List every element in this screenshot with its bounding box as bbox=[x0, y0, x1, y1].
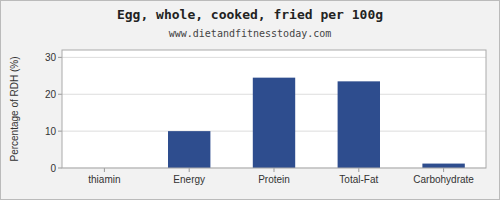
x-tick bbox=[104, 168, 105, 172]
x-tick bbox=[274, 168, 275, 172]
y-tick-label: 20 bbox=[45, 89, 57, 100]
background bbox=[1, 1, 500, 200]
bar bbox=[338, 81, 380, 168]
plot-frame bbox=[62, 50, 486, 168]
x-tick bbox=[443, 168, 444, 172]
subtitle: www.dietandfitnesstoday.com bbox=[169, 28, 332, 39]
x-tick bbox=[189, 168, 190, 172]
chart-container: Egg, whole, cooked, fried per 100g www.di… bbox=[0, 0, 500, 200]
x-tick-label: Total-Fat bbox=[339, 174, 378, 185]
bar bbox=[253, 78, 295, 168]
bar bbox=[168, 131, 210, 168]
y-tick-label: 10 bbox=[45, 126, 57, 137]
x-tick-label: Carbohydrate bbox=[413, 174, 474, 185]
grid-line bbox=[62, 57, 486, 58]
x-tick bbox=[358, 168, 359, 172]
chart-svg: Egg, whole, cooked, fried per 100g www.di… bbox=[0, 0, 500, 200]
y-tick bbox=[58, 57, 62, 58]
bars bbox=[168, 78, 465, 168]
y-tick-label: 0 bbox=[50, 163, 56, 174]
plot-background bbox=[62, 50, 486, 168]
bar bbox=[422, 164, 464, 168]
y-tick-label: 30 bbox=[45, 52, 57, 63]
y-tick bbox=[58, 168, 62, 169]
x-tick-label: Protein bbox=[258, 174, 290, 185]
y-axis-label: Percentage of RDH (%) bbox=[9, 56, 20, 161]
y-tick bbox=[58, 131, 62, 132]
x-tick-label: Energy bbox=[173, 174, 205, 185]
x-tick-label: thiamin bbox=[88, 174, 120, 185]
title: Egg, whole, cooked, fried per 100g bbox=[117, 7, 383, 22]
y-tick bbox=[58, 94, 62, 95]
